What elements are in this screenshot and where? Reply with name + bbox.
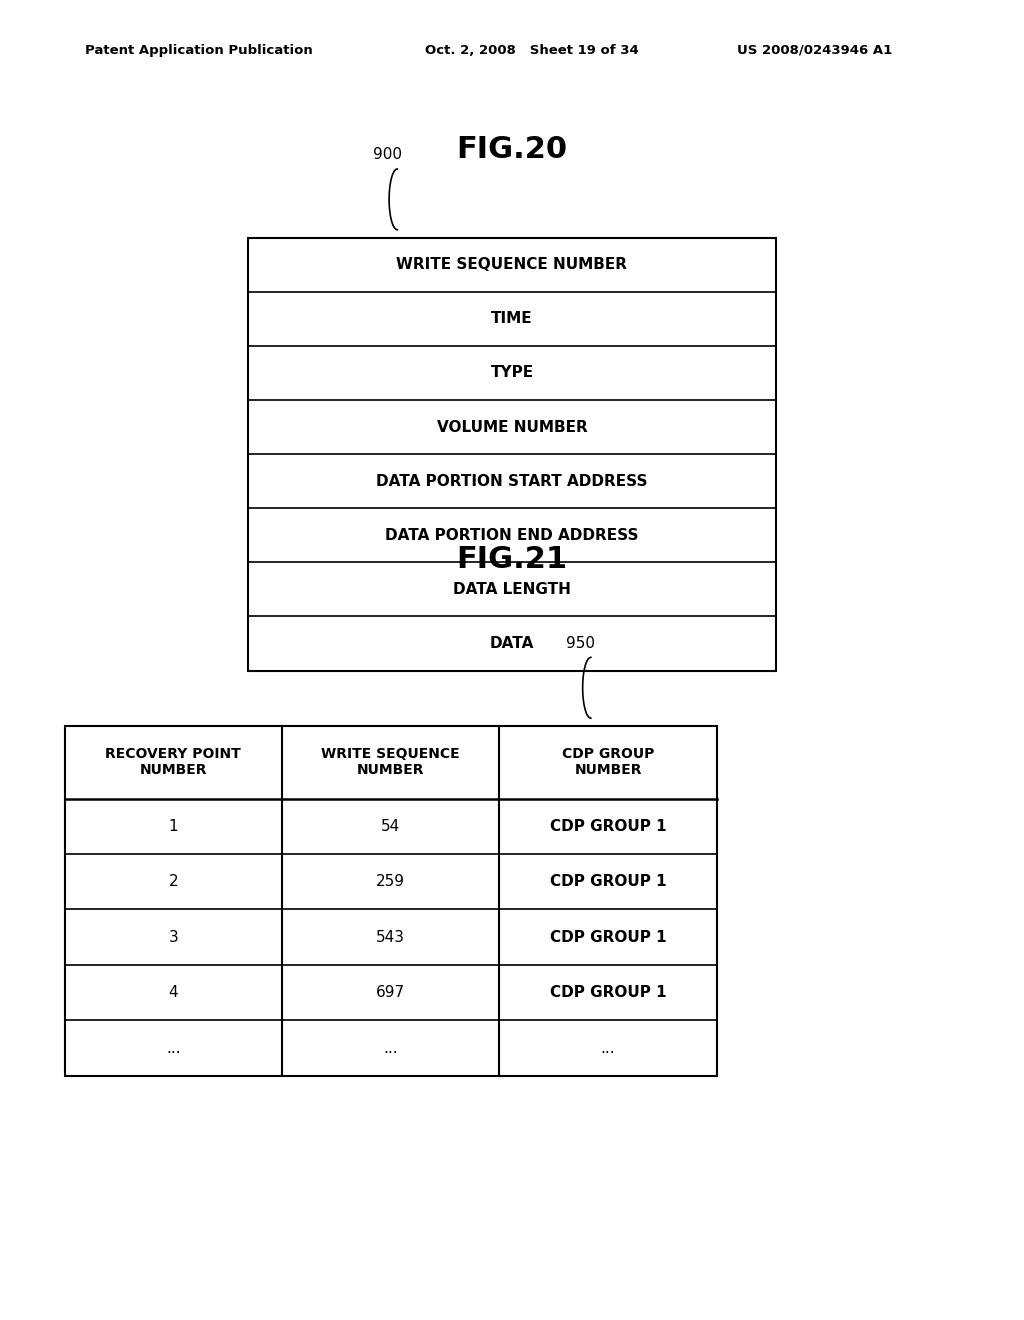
Text: WRITE SEQUENCE NUMBER: WRITE SEQUENCE NUMBER: [396, 257, 628, 272]
Text: 1: 1: [168, 818, 178, 834]
Text: FIG.20: FIG.20: [457, 135, 567, 164]
Text: ...: ...: [166, 1040, 180, 1056]
Text: CDP GROUP 1: CDP GROUP 1: [550, 985, 667, 1001]
Text: 54: 54: [381, 818, 400, 834]
Text: ...: ...: [383, 1040, 398, 1056]
Text: TYPE: TYPE: [490, 366, 534, 380]
Bar: [65, 726, 717, 1076]
Text: CDP GROUP 1: CDP GROUP 1: [550, 929, 667, 945]
Text: DATA PORTION START ADDRESS: DATA PORTION START ADDRESS: [376, 474, 648, 488]
Text: TIME: TIME: [492, 312, 532, 326]
Text: WRITE SEQUENCE
NUMBER: WRITE SEQUENCE NUMBER: [322, 747, 460, 777]
Text: DATA: DATA: [489, 636, 535, 651]
Text: VOLUME NUMBER: VOLUME NUMBER: [436, 420, 588, 434]
Text: US 2008/0243946 A1: US 2008/0243946 A1: [737, 44, 893, 57]
Text: 259: 259: [376, 874, 406, 890]
Bar: [248, 238, 776, 671]
Text: ...: ...: [601, 1040, 615, 1056]
Text: 543: 543: [376, 929, 406, 945]
Text: Oct. 2, 2008   Sheet 19 of 34: Oct. 2, 2008 Sheet 19 of 34: [425, 44, 639, 57]
Text: 697: 697: [376, 985, 406, 1001]
Text: DATA LENGTH: DATA LENGTH: [453, 582, 571, 597]
Text: 3: 3: [168, 929, 178, 945]
Text: CDP GROUP 1: CDP GROUP 1: [550, 818, 667, 834]
Text: CDP GROUP 1: CDP GROUP 1: [550, 874, 667, 890]
Text: 900: 900: [373, 148, 401, 162]
Text: 2: 2: [168, 874, 178, 890]
Text: DATA PORTION END ADDRESS: DATA PORTION END ADDRESS: [385, 528, 639, 543]
Text: 4: 4: [168, 985, 178, 1001]
Text: FIG.21: FIG.21: [457, 545, 567, 574]
Text: 950: 950: [566, 636, 595, 651]
Text: CDP GROUP
NUMBER: CDP GROUP NUMBER: [562, 747, 654, 777]
Text: Patent Application Publication: Patent Application Publication: [85, 44, 312, 57]
Text: RECOVERY POINT
NUMBER: RECOVERY POINT NUMBER: [105, 747, 241, 777]
